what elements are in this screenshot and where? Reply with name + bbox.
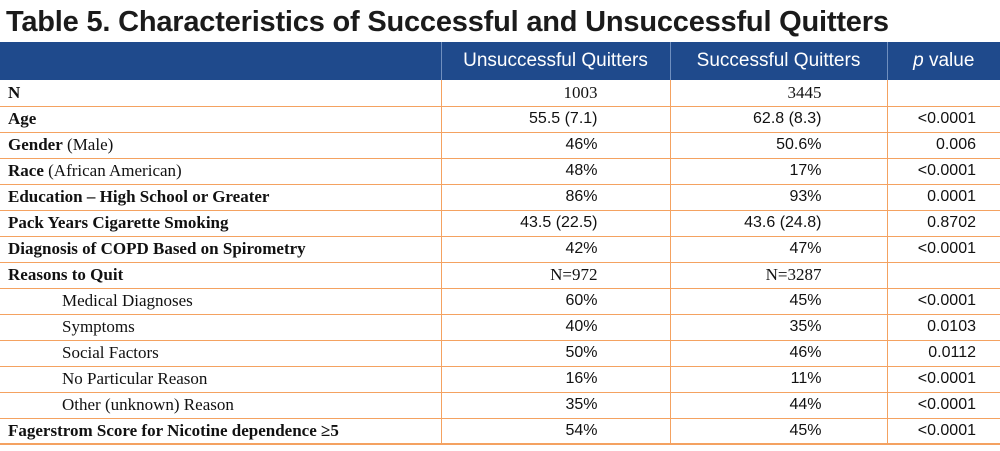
row-label-bold: Pack Years Cigarette Smoking bbox=[8, 213, 229, 232]
header-p-value: p value bbox=[886, 42, 1000, 80]
row-label-sub: No Particular Reason bbox=[0, 366, 441, 393]
cell-p-value: <0.0001 bbox=[886, 236, 1000, 263]
cell-successful: 45% bbox=[669, 418, 887, 445]
cell-successful: 45% bbox=[669, 288, 887, 315]
cell-successful: 93% bbox=[669, 184, 887, 211]
cell-unsuccessful: 43.5 (22.5) bbox=[440, 210, 670, 237]
row-label-bold: Gender bbox=[8, 135, 63, 154]
cell-successful: 17% bbox=[669, 158, 887, 185]
header-successful: Successful Quitters bbox=[669, 42, 887, 80]
cell-p-value bbox=[886, 80, 1000, 107]
cell-unsuccessful: 35% bbox=[440, 392, 670, 419]
table-row: No Particular Reason 16% 11% <0.0001 bbox=[0, 366, 1000, 393]
row-label-sub: Medical Diagnoses bbox=[0, 288, 441, 315]
row-label: Race (African American) bbox=[0, 158, 441, 185]
table-row: Race (African American) 48% 17% <0.0001 bbox=[0, 158, 1000, 185]
cell-successful: 3445 bbox=[669, 80, 887, 107]
cell-p-value: <0.0001 bbox=[886, 392, 1000, 419]
table-row: Symptoms 40% 35% 0.0103 bbox=[0, 314, 1000, 341]
table-row: N 1003 3445 bbox=[0, 80, 1000, 107]
cell-unsuccessful: 86% bbox=[440, 184, 670, 211]
cell-unsuccessful: 16% bbox=[440, 366, 670, 393]
cell-unsuccessful: 1003 bbox=[440, 80, 670, 107]
row-label-bold: Fagerstrom Score for Nicotine dependence… bbox=[8, 420, 339, 440]
row-label-sub: Social Factors bbox=[0, 340, 441, 367]
cell-unsuccessful: 54% bbox=[440, 418, 670, 445]
cell-successful: 44% bbox=[669, 392, 887, 419]
row-label: Gender (Male) bbox=[0, 132, 441, 159]
cell-successful: 35% bbox=[669, 314, 887, 341]
table-row: Age 55.5 (7.1) 62.8 (8.3) <0.0001 bbox=[0, 106, 1000, 133]
table-row: Pack Years Cigarette Smoking 43.5 (22.5)… bbox=[0, 210, 1000, 237]
row-label: N bbox=[0, 80, 441, 107]
cell-p-value bbox=[886, 262, 1000, 289]
table-row: Other (unknown) Reason 35% 44% <0.0001 bbox=[0, 392, 1000, 419]
header-p-rest: value bbox=[923, 50, 975, 71]
row-label: Diagnosis of COPD Based on Spirometry bbox=[0, 236, 441, 263]
table-row: Social Factors 50% 46% 0.0112 bbox=[0, 340, 1000, 367]
table-row: Diagnosis of COPD Based on Spirometry 42… bbox=[0, 236, 1000, 263]
cell-successful: 43.6 (24.8) bbox=[669, 210, 887, 237]
table-row: Medical Diagnoses 60% 45% <0.0001 bbox=[0, 288, 1000, 315]
cell-unsuccessful: 60% bbox=[440, 288, 670, 315]
table-row: Fagerstrom Score for Nicotine dependence… bbox=[0, 418, 1000, 445]
row-label-bold: Reasons to Quit bbox=[8, 265, 124, 284]
row-label: Pack Years Cigarette Smoking bbox=[0, 210, 441, 237]
row-label-rest: (African American) bbox=[43, 161, 182, 180]
row-label-bold: Diagnosis of COPD Based on Spirometry bbox=[8, 239, 306, 258]
header-row: Unsuccessful Quitters Successful Quitter… bbox=[0, 42, 1000, 80]
header-p-italic: p bbox=[913, 50, 924, 71]
cell-p-value: <0.0001 bbox=[886, 366, 1000, 393]
cell-successful: 47% bbox=[669, 236, 887, 263]
cell-p-value: 0.0103 bbox=[886, 314, 1000, 341]
cell-p-value: <0.0001 bbox=[886, 158, 1000, 185]
cell-successful: 50.6% bbox=[669, 132, 887, 159]
row-label-bold: Race bbox=[8, 161, 44, 180]
cell-successful: 11% bbox=[669, 366, 887, 393]
cell-unsuccessful: 46% bbox=[440, 132, 670, 159]
row-label-bold: Age bbox=[8, 109, 37, 128]
table-row: Reasons to Quit N=972 N=3287 bbox=[0, 262, 1000, 289]
cell-p-value: <0.0001 bbox=[886, 106, 1000, 133]
header-label-col bbox=[0, 42, 441, 80]
cell-successful: N=3287 bbox=[669, 262, 887, 289]
header-unsuccessful: Unsuccessful Quitters bbox=[440, 42, 670, 80]
row-label-sub: Symptoms bbox=[0, 314, 441, 341]
cell-unsuccessful: 55.5 (7.1) bbox=[440, 106, 670, 133]
cell-successful: 46% bbox=[669, 340, 887, 367]
cell-unsuccessful: 40% bbox=[440, 314, 670, 341]
cell-p-value: 0.0001 bbox=[886, 184, 1000, 211]
cell-unsuccessful: N=972 bbox=[440, 262, 670, 289]
cell-unsuccessful: 48% bbox=[440, 158, 670, 185]
row-label-bold: Education – High School or Greater bbox=[8, 187, 270, 206]
cell-p-value: 0.006 bbox=[886, 132, 1000, 159]
row-label-sub: Other (unknown) Reason bbox=[0, 392, 441, 419]
cell-p-value: <0.0001 bbox=[886, 418, 1000, 445]
characteristics-table: Unsuccessful Quitters Successful Quitter… bbox=[0, 42, 1000, 445]
row-label-bold: N bbox=[8, 82, 21, 102]
cell-unsuccessful: 50% bbox=[440, 340, 670, 367]
row-label: Fagerstrom Score for Nicotine dependence… bbox=[0, 418, 441, 445]
row-label-rest: (Male) bbox=[62, 135, 114, 154]
table-row: Education – High School or Greater 86% 9… bbox=[0, 184, 1000, 211]
cell-successful: 62.8 (8.3) bbox=[669, 106, 887, 133]
row-label: Education – High School or Greater bbox=[0, 184, 441, 211]
cell-p-value: 0.0112 bbox=[886, 340, 1000, 367]
row-label: Age bbox=[0, 106, 441, 133]
table-row: Gender (Male) 46% 50.6% 0.006 bbox=[0, 132, 1000, 159]
cell-unsuccessful: 42% bbox=[440, 236, 670, 263]
table-title: Table 5. Characteristics of Successful a… bbox=[6, 6, 889, 38]
row-label: Reasons to Quit bbox=[0, 262, 441, 289]
cell-p-value: 0.8702 bbox=[886, 210, 1000, 237]
cell-p-value: <0.0001 bbox=[886, 288, 1000, 315]
